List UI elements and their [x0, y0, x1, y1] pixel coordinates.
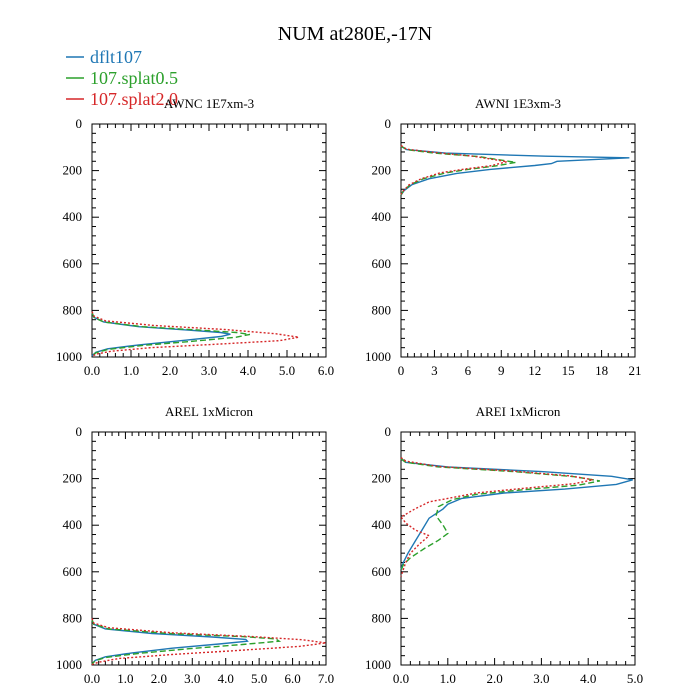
y-tick-label: 800	[63, 302, 83, 317]
x-tick-label: 4.0	[240, 363, 256, 378]
y-tick-label: 600	[63, 564, 83, 579]
x-tick-label: 5.0	[279, 363, 295, 378]
legend-entry-dflt107: dflt107	[66, 47, 142, 67]
panel-3: AREL 1xMicron 0.0 1.0 2.0 3.0 4.0 5.0 6.0 7.0 0 20…	[56, 404, 334, 686]
y-tick-label: 800	[372, 302, 392, 317]
x-tick-label: 0	[398, 363, 405, 378]
y-tick-label: 1000	[56, 349, 82, 364]
y-tick-label: 600	[372, 564, 392, 579]
series-line-107-splat0-5	[400, 458, 601, 571]
series-line-dflt107	[91, 619, 249, 665]
y-tick-label: 200	[372, 471, 392, 486]
legend-entry-splat20: 107.splat2.0	[66, 89, 178, 109]
x-tick-label: 1.0	[440, 671, 456, 686]
x-tick-label: 3.0	[184, 671, 200, 686]
y-tick-label: 1000	[365, 657, 391, 672]
series-line-107-splat2-0	[91, 311, 299, 358]
y-tick-label: 200	[372, 163, 392, 178]
legend-label-splat05: 107.splat0.5	[90, 68, 178, 88]
panel-4: AREI 1xMicron 0.0 1.0 2.0 3.0 4.0 5.0 0 200 400 60…	[365, 404, 643, 686]
series-line-dflt107	[400, 145, 630, 196]
x-tick-label: 3.0	[533, 671, 549, 686]
y-tick-label: 800	[372, 610, 392, 625]
y-tick-label: 800	[63, 610, 83, 625]
x-tick-label: 0.0	[84, 671, 100, 686]
panel-1-frame	[91, 123, 327, 358]
y-tick-label: 400	[372, 517, 392, 532]
panel-4-title: AREI 1xMicron	[476, 404, 561, 419]
y-tick-label: 1000	[56, 657, 82, 672]
x-tick-label: 6.0	[318, 363, 334, 378]
x-tick-label: 1.0	[117, 671, 133, 686]
y-tick-label: 400	[372, 209, 392, 224]
series-line-107-splat0-5	[91, 619, 282, 665]
series-line-107-splat2-0	[399, 457, 594, 577]
x-tick-label: 4.0	[218, 671, 234, 686]
x-tick-label: 3	[431, 363, 438, 378]
x-tick-label: 21	[629, 363, 642, 378]
x-tick-label: 6.0	[284, 671, 300, 686]
x-tick-label: 9	[498, 363, 505, 378]
panel-2: AWNI 1E3xm-3 0 3 6 9 12 15 18 21 0 200 400 600 800 100…	[365, 96, 642, 378]
y-tick-label: 600	[63, 256, 83, 271]
x-tick-label: 12	[528, 363, 541, 378]
x-tick-label: 2.0	[162, 363, 178, 378]
x-tick-label: 1.0	[123, 363, 139, 378]
legend: dflt107 107.splat0.5 107.splat2.0	[66, 47, 178, 109]
series-line-dflt107	[91, 312, 231, 357]
x-tick-label: 5.0	[627, 671, 643, 686]
panel-2-title: AWNI 1E3xm-3	[475, 96, 561, 111]
panel-1-title: AWNC 1E7xm-3	[164, 96, 254, 111]
panels: AWNC 1E7xm-3 0.0 1.0 2.0 3.0 4.0 5.0 6.0 0 200 400…	[56, 96, 643, 686]
panel-4-frame	[400, 431, 636, 666]
y-tick-label: 400	[63, 209, 83, 224]
panel-1: AWNC 1E7xm-3 0.0 1.0 2.0 3.0 4.0 5.0 6.0 0 200 400…	[56, 96, 334, 378]
panel-2-frame	[400, 123, 636, 358]
y-tick-label: 200	[63, 471, 83, 486]
x-tick-label: 6	[465, 363, 472, 378]
y-tick-label: 400	[63, 517, 83, 532]
series-line-107-splat2-0	[91, 618, 327, 666]
series-line-107-splat0-5	[91, 312, 251, 357]
x-tick-label: 2.0	[151, 671, 167, 686]
y-tick-label: 0	[76, 116, 83, 131]
series-line-dflt107	[400, 458, 633, 570]
x-tick-label: 4.0	[580, 671, 596, 686]
x-tick-label: 5.0	[251, 671, 267, 686]
y-tick-label: 1000	[365, 349, 391, 364]
y-tick-label: 0	[385, 424, 392, 439]
y-tick-label: 600	[372, 256, 392, 271]
legend-label-dflt107: dflt107	[90, 47, 142, 67]
legend-label-splat20: 107.splat2.0	[90, 89, 178, 109]
x-tick-label: 7.0	[318, 671, 334, 686]
legend-entry-splat05: 107.splat0.5	[66, 68, 178, 88]
x-tick-label: 3.0	[201, 363, 217, 378]
x-tick-label: 2.0	[486, 671, 502, 686]
y-tick-label: 0	[76, 424, 83, 439]
x-tick-label: 0.0	[393, 671, 409, 686]
x-tick-label: 15	[562, 363, 575, 378]
x-tick-label: 18	[595, 363, 608, 378]
panel-3-title: AREL 1xMicron	[165, 404, 253, 419]
figure-title: NUM at280E,-17N	[278, 23, 432, 45]
y-tick-label: 200	[63, 163, 83, 178]
series-line-107-splat0-5	[400, 145, 516, 196]
panel-3-frame	[91, 431, 327, 666]
x-tick-label: 0.0	[84, 363, 100, 378]
y-tick-label: 0	[385, 116, 392, 131]
